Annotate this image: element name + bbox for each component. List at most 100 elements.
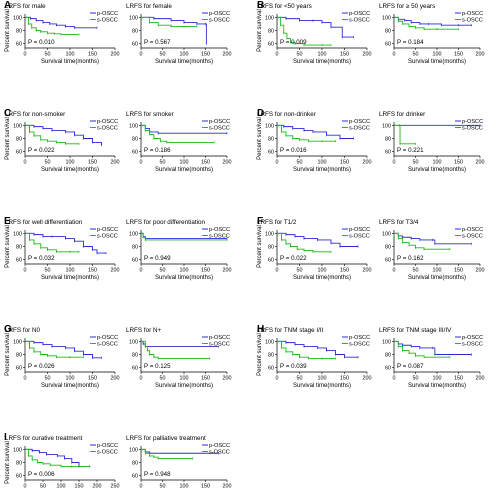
x-tick-label: 150 [201, 484, 210, 490]
x-axis-label: Survival time(months) [293, 59, 351, 65]
series-line-p-oscc [25, 448, 90, 467]
legend-entry: s-OSCC [97, 234, 118, 240]
y-tick-label: 60 [16, 474, 22, 480]
legend-entry: s-OSCC [209, 450, 230, 456]
x-axis-label: Survival time(months) [41, 59, 99, 65]
x-tick-label: 0 [393, 376, 396, 382]
x-tick-label: 200 [476, 376, 485, 382]
x-tick-label: 0 [24, 268, 27, 274]
x-tick-label: 0 [140, 268, 143, 274]
p-value-label: P = 0.016 [280, 147, 307, 154]
x-axis-label: Survival time(months) [293, 167, 351, 173]
x-tick-label: 200 [111, 268, 120, 274]
x-tick-label: 100 [318, 268, 327, 274]
panel-b-right: LRFS for ≥ 50 years 60 80 100 0 50 100 150 200 Su… [379, 3, 485, 65]
x-tick-label: 0 [24, 484, 27, 490]
panel-title: LRFS for T1/2 [257, 219, 297, 226]
x-tick-label: 100 [66, 52, 75, 58]
p-value-label: P = 0.087 [397, 363, 424, 370]
legend-entry: s-OSCC [462, 342, 483, 348]
y-tick-label: 80 [385, 137, 391, 143]
x-tick-label: 150 [340, 52, 349, 58]
x-axis-label: Survival time(months) [408, 383, 466, 389]
y-tick-label: 80 [385, 353, 391, 359]
panel-c-right: LRFS for smoker 60 80 100 0 50 100 150 200 Surviv… [126, 111, 232, 173]
x-tick-label: 200 [363, 268, 372, 274]
y-axis-label: Percent survival [257, 117, 263, 160]
p-value-label: P = 0.949 [144, 255, 171, 262]
panel-title: LRFS for palliative treatment [126, 435, 206, 442]
y-tick-label: 60 [268, 150, 274, 156]
y-axis-label: Percent survival [257, 333, 263, 376]
panel-title: LRFS for poor differentiation [126, 219, 205, 226]
panel-a-right: LRFS for female 60 80 100 0 50 100 150 200 Surviv… [126, 3, 232, 65]
y-tick-label: 60 [16, 150, 22, 156]
x-tick-label: 200 [223, 52, 232, 58]
y-tick-label: 100 [382, 231, 391, 237]
y-tick-label: 80 [132, 137, 138, 143]
series-line-p-oscc [25, 16, 97, 29]
panel-letter: I [4, 432, 7, 443]
panel-letter: H [257, 324, 264, 335]
x-tick-label: 150 [88, 268, 97, 274]
y-tick-label: 60 [385, 150, 391, 156]
x-tick-label: 150 [88, 52, 97, 58]
x-tick-label: 0 [24, 52, 27, 58]
series-line-s-oscc [25, 16, 79, 35]
legend-entry: p-OSCC [209, 443, 230, 449]
x-tick-label: 100 [180, 52, 189, 58]
y-tick-label: 60 [16, 258, 22, 264]
y-tick-label: 60 [16, 366, 22, 372]
y-tick-label: 100 [13, 447, 22, 453]
legend-entry: p-OSCC [209, 119, 230, 125]
x-tick-label: 150 [454, 52, 463, 58]
series-line-s-oscc [25, 124, 79, 145]
x-tick-label: 50 [413, 376, 419, 382]
y-tick-label: 80 [132, 461, 138, 467]
panel-title: LRFS for male [5, 3, 46, 10]
panel-title: LRFS for TNM stage I/II [257, 327, 324, 334]
x-tick-label: 50 [40, 484, 46, 490]
y-axis-label: Percent survival [5, 225, 11, 268]
y-tick-label: 60 [268, 42, 274, 48]
panel-letter: A [4, 0, 11, 11]
legend-entry: s-OSCC [349, 342, 370, 348]
p-value-label: P = 0.184 [397, 39, 424, 46]
legend-entry: p-OSCC [97, 119, 118, 125]
p-value-label: P = 0.022 [280, 255, 307, 262]
x-tick-label: 0 [24, 160, 27, 166]
x-tick-label: 50 [160, 376, 166, 382]
legend-entry: s-OSCC [97, 126, 118, 132]
panel-title: LRFS for female [126, 3, 172, 10]
y-tick-label: 60 [268, 366, 274, 372]
p-value-label: P = 0.948 [144, 471, 171, 478]
legend-entry: s-OSCC [209, 342, 230, 348]
x-axis-label: Survival time(months) [41, 167, 99, 173]
series-line-p-oscc [277, 124, 354, 139]
p-value-label: P = 0.221 [397, 147, 424, 154]
x-tick-label: 200 [476, 268, 485, 274]
x-axis-label: Survival time(months) [155, 275, 213, 281]
y-tick-label: 100 [265, 231, 274, 237]
x-tick-label: 150 [201, 376, 210, 382]
legend-entry: s-OSCC [209, 18, 230, 24]
x-tick-label: 0 [140, 52, 143, 58]
x-tick-label: 200 [476, 160, 485, 166]
legend-entry: p-OSCC [349, 119, 370, 125]
y-tick-label: 80 [16, 29, 22, 35]
y-tick-label: 80 [268, 137, 274, 143]
x-tick-label: 100 [66, 160, 75, 166]
legend-entry: p-OSCC [462, 119, 483, 125]
x-tick-label: 150 [340, 160, 349, 166]
x-tick-label: 50 [297, 376, 303, 382]
x-tick-label: 100 [318, 160, 327, 166]
y-tick-label: 100 [13, 231, 22, 237]
x-tick-label: 200 [93, 484, 102, 490]
x-axis-label: Survival time(months) [408, 59, 466, 65]
